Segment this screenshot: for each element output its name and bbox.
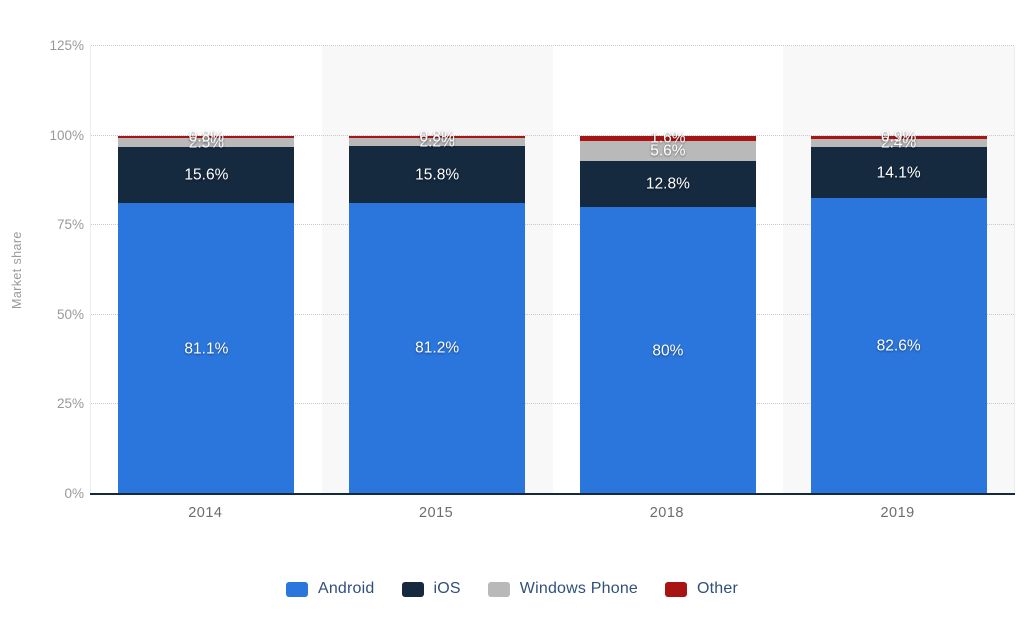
legend-label-ios: iOS: [433, 580, 461, 597]
bar-segment-windows-phone-2018: [579, 141, 756, 162]
bar-2014: 81.1% 15.6% 2.5% 0.8%: [118, 46, 295, 494]
legend-label-other: Other: [697, 580, 739, 597]
bar-2015: 81.2% 15.8% 2.2% 0.8%: [349, 46, 526, 494]
bar-segment-ios-2014: [118, 147, 295, 204]
gridline-100: [91, 134, 1014, 136]
legend-label-android: Android: [317, 580, 375, 597]
bar-segment-ios-2018: [579, 161, 756, 208]
legend-swatch-ios: [401, 581, 424, 597]
gridline-50: [91, 313, 1014, 315]
x-tick-label-2015: 2015: [418, 505, 454, 521]
bar-segment-other-2019: [810, 135, 987, 139]
gridline-25: [91, 403, 1014, 405]
bar-segment-windows-phone-2015: [349, 138, 526, 147]
x-tick-label-2019: 2019: [880, 505, 915, 521]
bar-segment-android-2018: [579, 207, 756, 494]
y-tick-label-0: 0%: [64, 486, 84, 501]
x-tick-label-2014: 2014: [188, 505, 223, 521]
bar-segment-windows-phone-2014: [118, 138, 295, 148]
bar-segment-android-2014: [118, 203, 295, 494]
legend-item-android[interactable]: Android: [285, 580, 375, 598]
y-axis: 0% 25% 50% 75% 100% 125%: [0, 39, 84, 500]
bar-segment-other-2014: [118, 135, 295, 139]
y-tick-label-75: 75%: [56, 217, 84, 233]
legend-swatch-other: [665, 581, 688, 597]
x-axis-baseline: [90, 493, 1015, 495]
bar-segment-ios-2015: [349, 146, 526, 203]
legend-item-ios[interactable]: iOS: [401, 580, 461, 598]
y-tick-label-50: 50%: [56, 306, 84, 322]
plot-area: 81.1% 15.6% 2.5% 0.8% 81.2% 15.8% 2.2% 0.8% 80% 1…: [90, 44, 1015, 495]
gridline-125: [91, 44, 1014, 46]
x-tick-label-2018: 2018: [649, 505, 684, 521]
y-tick-label-25: 25%: [56, 396, 84, 412]
y-tick-label-100: 100%: [49, 127, 84, 143]
legend-swatch-windows-phone: [487, 581, 510, 597]
y-tick-label-125: 125%: [49, 37, 84, 53]
bar-segment-windows-phone-2019: [810, 138, 987, 148]
legend-label-windows-phone: Windows Phone: [519, 580, 639, 597]
x-axis: 2014 2015 2018 2019: [90, 505, 1013, 529]
bar-2018: 80% 12.8% 5.6% 1.6%: [579, 46, 756, 494]
legend-item-windows-phone[interactable]: Windows Phone: [487, 580, 639, 598]
bar-segment-ios-2019: [810, 147, 987, 198]
bar-segment-other-2015: [349, 135, 526, 139]
gridline-75: [91, 224, 1014, 226]
legend: Android iOS Windows Phone Other: [0, 572, 1024, 606]
legend-item-other[interactable]: Other: [665, 580, 738, 598]
bar-2019: 82.6% 14.1% 2.4% 0.9%: [810, 46, 987, 494]
legend-swatch-android: [285, 581, 308, 597]
bar-segment-android-2019: [810, 197, 987, 494]
bar-segment-other-2018: [579, 135, 756, 142]
bar-segment-android-2015: [349, 202, 526, 494]
